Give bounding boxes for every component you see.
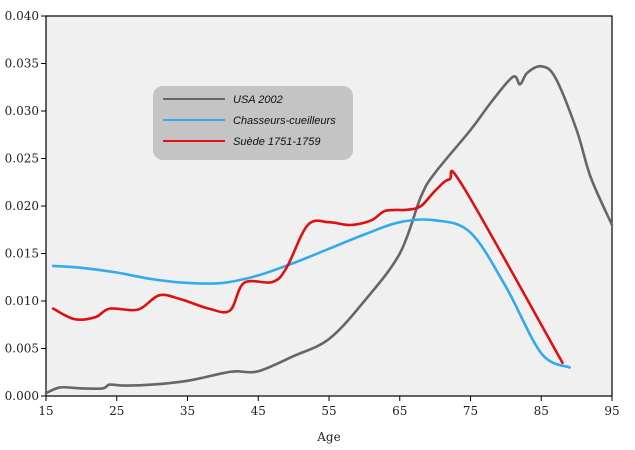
x-tick-label: 25	[109, 404, 124, 418]
y-tick-label: 0.005	[5, 342, 39, 356]
x-tick-label: 65	[392, 404, 407, 418]
y-tick-label: 0.020	[5, 199, 39, 213]
x-tick-label: 95	[604, 404, 619, 418]
series-line-sue-de-1751-1759	[51, 169, 564, 365]
y-tick-label: 0.025	[5, 152, 39, 166]
series-line-usa-2002	[44, 64, 614, 395]
y-tick-label: 0.030	[5, 104, 39, 118]
x-tick-label: 55	[321, 404, 336, 418]
legend-items: USA 2002 Chasseurs-cueilleurs Suède 1751-1…	[163, 94, 336, 148]
legend-label-chasseurs-cueilleurs: Chasseurs-cueilleurs	[233, 115, 336, 127]
x-tick-label: 15	[38, 404, 53, 418]
legend-label-usa-2002: USA 2002	[233, 94, 283, 106]
legend: USA 2002 Chasseurs-cueilleurs Suède 1751-1…	[153, 86, 353, 160]
y-tick-label: 0.010	[5, 294, 39, 308]
y-tick-label: 0.000	[5, 389, 39, 403]
x-tick-label: 75	[463, 404, 478, 418]
axis-layer: 15 25 35 45 55 65 75 85 95 0.000 0.005 0.010 0.015 0.…	[5, 9, 620, 418]
legend-label-sue-de-1751-1759: Suède 1751-1759	[233, 136, 320, 148]
x-tick-label: 85	[534, 404, 549, 418]
y-tick-label: 0.015	[5, 247, 39, 261]
x-tick-label: 35	[180, 404, 195, 418]
series-layer	[44, 64, 614, 395]
x-axis-title: Age	[316, 430, 340, 444]
y-tick-label: 0.040	[5, 9, 39, 23]
y-tick-label: 0.035	[5, 57, 39, 71]
series-line-chasseurs-cueilleurs	[51, 218, 571, 369]
x-tick-label: 45	[251, 404, 266, 418]
